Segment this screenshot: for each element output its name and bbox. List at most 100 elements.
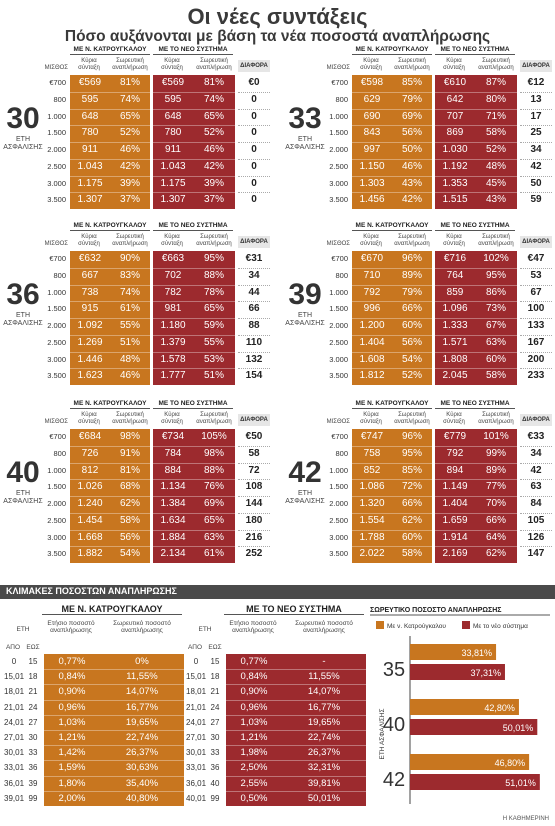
difference-cell: 0 bbox=[251, 144, 257, 155]
years-number: 42 bbox=[288, 456, 322, 489]
row-divider bbox=[352, 284, 552, 286]
new-pension-cell: 780 bbox=[164, 127, 182, 139]
salary-cell: 1.000 bbox=[329, 111, 348, 121]
cumulative-rate-cell: 26,37% bbox=[307, 747, 341, 759]
new-rate-cell: 87% bbox=[485, 77, 506, 88]
difference-divider bbox=[238, 496, 270, 497]
new-pension-cell: 1.384 bbox=[160, 498, 186, 509]
row-divider bbox=[226, 730, 366, 731]
new-pension-cell: 595 bbox=[164, 93, 182, 105]
row-divider bbox=[226, 699, 366, 701]
from-cell: 24,01 bbox=[4, 717, 25, 727]
difference-divider bbox=[238, 479, 270, 481]
new-rate-cell: 89% bbox=[485, 464, 506, 476]
salary-cell: 3.000 bbox=[329, 178, 348, 188]
table-row: 2.000 1.240 62% 1.384 69% 144 bbox=[0, 496, 270, 512]
row-divider bbox=[352, 479, 552, 481]
salary-cell: 3.000 bbox=[329, 532, 348, 542]
pension-panel-39: 39 ΕΤΗ ΑΣΦΑΛΙΣΗΣ ΜΕ Ν. ΚΑΤΡΟΥΓΚΑΛΟΥ ΜΕ ΤΟ Ν… bbox=[282, 222, 552, 385]
from-cell: 39,01 bbox=[4, 793, 25, 803]
row-divider bbox=[352, 334, 552, 336]
row-divider bbox=[352, 192, 552, 194]
row-divider bbox=[352, 462, 552, 464]
difference-cell: 84 bbox=[530, 498, 542, 509]
row-divider bbox=[352, 529, 552, 531]
old-pension-cell: €670 bbox=[360, 253, 384, 264]
old-rate-cell: 79% bbox=[401, 93, 422, 105]
salary-cell: €700 bbox=[331, 78, 348, 87]
cumulative-rate-cell: 14,07% bbox=[307, 686, 341, 698]
salary-header: ΜΙΣΘΟΣ bbox=[44, 65, 68, 71]
old-pension-cell: 792 bbox=[363, 286, 381, 298]
old-rate-cell: 81% bbox=[119, 464, 140, 476]
old-system-block bbox=[352, 75, 432, 209]
old-pension-cell: 690 bbox=[363, 110, 381, 122]
old-pension-cell: 1.456 bbox=[359, 194, 385, 206]
new-rate-cell: 48% bbox=[485, 160, 506, 172]
difference-divider bbox=[520, 445, 552, 447]
to-cell: 99 bbox=[210, 793, 220, 803]
old-pension-cell: 629 bbox=[363, 93, 381, 105]
old-pension-cell: 1.240 bbox=[77, 498, 103, 509]
difference-cell: 34 bbox=[248, 269, 260, 281]
old-rate-cell: 95% bbox=[401, 447, 422, 459]
chart-title: ΣΩΡΕΥΤΙΚΟ ΠΟΣΟΣΤΟ ΑΝΑΠΛΗΡΩΣΗΣ bbox=[370, 607, 501, 614]
new-rate-cell: 80% bbox=[485, 93, 506, 105]
salary-cell: 2.500 bbox=[47, 515, 66, 525]
header-old-system: ΜΕ Ν. ΚΑΤΡΟΥΓΚΑΛΟΥ bbox=[70, 400, 150, 409]
table-row: 1.500 915 61% 981 65% 66 bbox=[0, 301, 270, 317]
old-pension-cell: 1.269 bbox=[77, 336, 103, 348]
salary-cell: 2.000 bbox=[329, 499, 348, 508]
difference-divider bbox=[520, 125, 552, 127]
old-pension-cell: 1.026 bbox=[77, 481, 103, 493]
old-rate-cell: 96% bbox=[401, 253, 422, 264]
from-cell: 21,01 bbox=[4, 702, 25, 712]
difference-divider bbox=[238, 284, 270, 286]
subheader-new-pension: Κύρια σύνταξη bbox=[161, 412, 183, 425]
difference-cell: 216 bbox=[245, 531, 263, 543]
salary-cell: 1.000 bbox=[47, 287, 66, 297]
pension-panel-42: 42 ΕΤΗ ΑΣΦΑΛΙΣΗΣ ΜΕ Ν. ΚΑΤΡΟΥΓΚΑΛΟΥ ΜΕ ΤΟ Ν… bbox=[282, 400, 552, 563]
old-pension-cell: 997 bbox=[363, 144, 381, 155]
table-row: €700 €684 98% €734 105% €50 bbox=[0, 429, 270, 445]
new-pension-cell: 911 bbox=[165, 144, 181, 155]
difference-header: ΔΙΑΦΟΡΑ bbox=[238, 414, 270, 426]
difference-divider bbox=[238, 158, 270, 160]
row-divider bbox=[44, 714, 184, 716]
new-rate-cell: 102% bbox=[483, 253, 509, 264]
table-row: 3.000 1.788 60% 1.914 64% 126 bbox=[282, 529, 552, 546]
old-system-block bbox=[352, 251, 432, 385]
table-row: 1.000 738 74% 782 78% 44 bbox=[0, 284, 270, 301]
difference-divider bbox=[520, 496, 552, 497]
years-number: 30 bbox=[6, 102, 40, 135]
new-rate-cell: 62% bbox=[485, 548, 506, 560]
difference-cell: 13 bbox=[530, 93, 542, 105]
salary-cell: €700 bbox=[331, 432, 348, 441]
new-pension-cell: 1.379 bbox=[160, 336, 186, 348]
new-rate-cell: 95% bbox=[485, 269, 506, 281]
old-rate-cell: 55% bbox=[119, 320, 140, 331]
annual-rate-header: Ετήσιο ποσοστό αναπλήρωσης bbox=[229, 620, 277, 634]
new-pension-cell: 2.169 bbox=[442, 548, 468, 560]
salary-cell: €700 bbox=[49, 254, 66, 263]
salary-cell: 3.000 bbox=[47, 178, 66, 188]
cumulative-rate-header: Σωρευτικό ποσοστό αναπλήρωσης bbox=[113, 620, 171, 634]
bar-value-label: 46,80% bbox=[495, 758, 526, 768]
row-divider bbox=[70, 318, 270, 319]
to-cell: 33 bbox=[28, 748, 38, 758]
new-rate-cell: 73% bbox=[485, 303, 506, 315]
table-row: 3.500 1.307 37% 1.307 37% 0 bbox=[0, 192, 270, 208]
salary-cell: 800 bbox=[53, 270, 66, 280]
table-row: 1.500 1.086 72% 1.149 77% 63 bbox=[282, 479, 552, 495]
new-pension-cell: 1.571 bbox=[442, 336, 468, 348]
header-new-system: ΜΕ ΤΟ ΝΕΟ ΣΥΣΤΗΜΑ bbox=[153, 400, 233, 409]
subheader-new-rate: Σωρευτική αναπλήρωση bbox=[478, 234, 514, 247]
new-rate-cell: 105% bbox=[201, 431, 227, 442]
old-rate-cell: 46% bbox=[401, 160, 422, 172]
years-header: ΕΤΗ bbox=[16, 626, 30, 633]
old-rate-cell: 52% bbox=[119, 127, 140, 139]
old-rate-cell: 66% bbox=[401, 498, 422, 509]
cumulative-rate-cell: 50,01% bbox=[307, 792, 341, 804]
from-cell: 33,01 bbox=[4, 763, 25, 773]
salary-cell: €700 bbox=[49, 432, 66, 441]
